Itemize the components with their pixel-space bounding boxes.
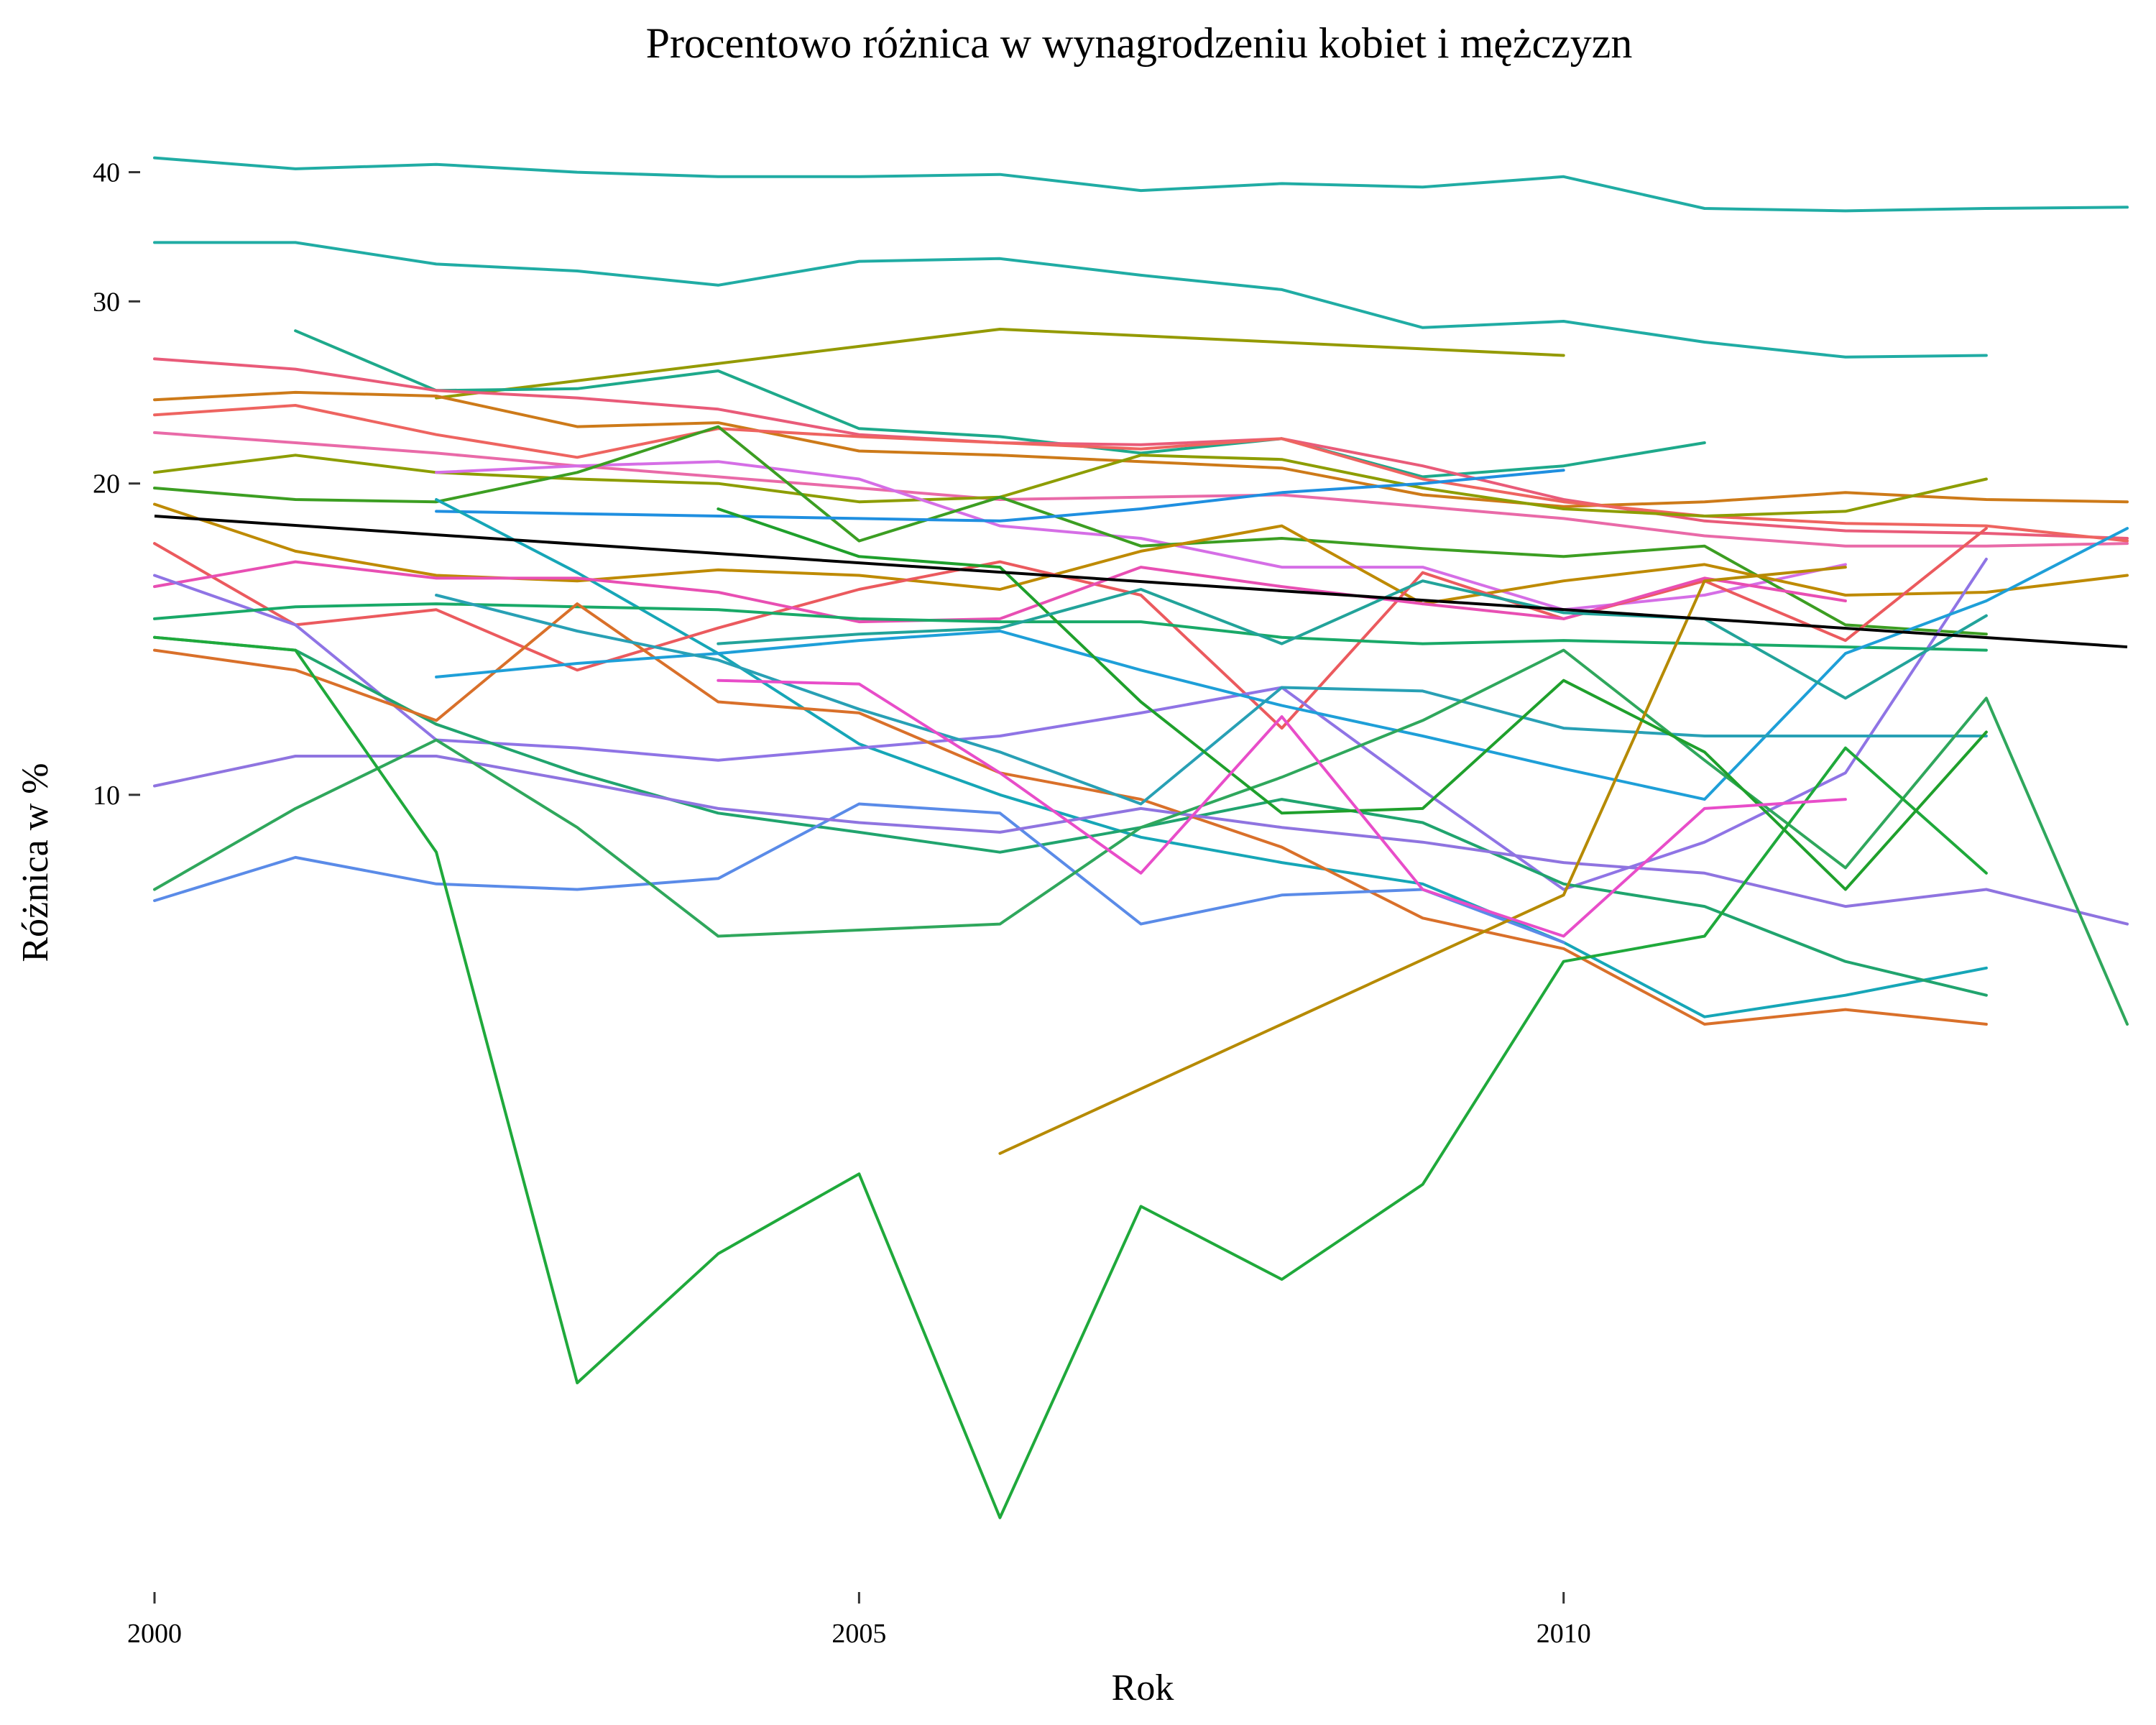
series-line-22 (435, 594, 1988, 806)
x-axis-label: Rok (1112, 1668, 1174, 1708)
series-line-21 (435, 527, 2129, 801)
series-layer (153, 156, 2129, 1519)
series-line-27 (998, 566, 1847, 1155)
series-line-5 (153, 357, 2129, 540)
series-line-3 (435, 328, 1565, 400)
x-axis: 2000 2005 2010 (127, 1592, 1591, 1649)
x-tick-label-2000: 2000 (127, 1619, 182, 1649)
x-tick-label-2010: 2010 (1537, 1619, 1591, 1649)
series-line-11 (153, 425, 1988, 636)
chart-title: Procentowo różnica w wynagrodzeniu kobie… (646, 19, 1633, 67)
series-line-15 (153, 527, 1988, 730)
series-line-25 (153, 648, 2129, 1026)
series-line-20 (153, 602, 1988, 1026)
y-axis-label: Różnica w % (15, 763, 56, 962)
trend-layer (154, 515, 2128, 649)
y-tick-label-20: 20 (93, 469, 120, 500)
series-line-26 (153, 635, 1988, 1519)
y-tick-label-10: 10 (93, 781, 120, 811)
series-line-1 (153, 156, 2129, 213)
series-line-19 (153, 635, 1988, 997)
series-line-8 (153, 431, 2129, 548)
series-line-24 (153, 755, 2129, 926)
series-line-4 (294, 329, 1706, 479)
x-tick-label-2005: 2005 (831, 1619, 886, 1649)
series-line-6 (153, 390, 2129, 508)
series-line-10 (435, 460, 1847, 612)
series-line-29 (717, 579, 1988, 700)
series-line-30 (717, 678, 1847, 938)
y-axis: 10 20 30 40 (93, 158, 140, 811)
series-line-7 (153, 404, 2129, 543)
series-line-16 (153, 560, 1847, 624)
series-line-23 (153, 802, 1565, 944)
series-line-2 (153, 241, 1988, 359)
series-line-18 (153, 602, 1988, 652)
series-line-17 (153, 557, 1988, 891)
series-line-13 (435, 498, 1988, 1018)
series-line-28 (717, 507, 1988, 891)
series-line-9 (153, 454, 1988, 518)
series-line-12 (435, 469, 1565, 523)
trend-line (154, 515, 2128, 649)
y-tick-label-40: 40 (93, 158, 120, 188)
y-tick-label-30: 30 (93, 287, 120, 317)
